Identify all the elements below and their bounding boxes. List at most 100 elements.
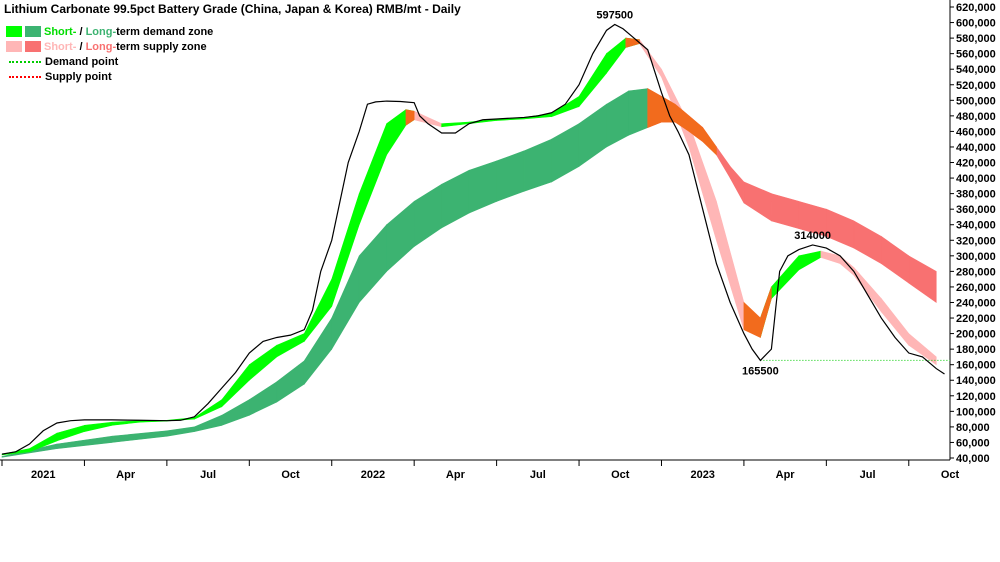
price-annotation: 165500 <box>742 365 779 377</box>
supply-point-line-swatch <box>9 75 41 78</box>
x-tick-label: Jul <box>200 469 216 481</box>
y-tick-label: 180,000 <box>956 344 996 356</box>
y-tick-label: 500,000 <box>956 95 996 107</box>
y-tick-label: 460,000 <box>956 126 996 138</box>
y-tick-label: 320,000 <box>956 235 996 247</box>
y-tick-label: 60,000 <box>956 437 990 449</box>
legend-demand-zone: Short- / Long-term demand zone <box>6 24 213 39</box>
long-term-zone-segment <box>908 255 937 304</box>
y-tick-label: 220,000 <box>956 313 996 325</box>
short-term-zone-segment <box>111 420 140 426</box>
short-term-zone-segment <box>820 250 841 265</box>
legend-rest-label: term supply zone <box>116 40 207 53</box>
short-term-zone-segment <box>551 95 580 118</box>
short-supply-swatch <box>6 41 22 52</box>
legend-sep: / <box>76 25 86 38</box>
legend-supply-point-label: Supply point <box>45 70 112 83</box>
legend: Short- / Long-term demand zone Short- / … <box>6 24 213 84</box>
long-term-zone-segment <box>826 208 855 249</box>
y-tick-label: 520,000 <box>956 80 996 92</box>
long-term-zone-segment <box>881 235 910 284</box>
y-tick-label: 260,000 <box>956 282 996 294</box>
x-tick-label: Jul <box>530 469 546 481</box>
long-term-zone-segment <box>441 169 470 229</box>
y-tick-label: 560,000 <box>956 49 996 61</box>
long-term-zone-segment <box>276 360 305 403</box>
y-tick-label: 240,000 <box>956 297 996 309</box>
demand-point-line-swatch <box>9 60 41 63</box>
y-tick-label: 40,000 <box>956 453 990 465</box>
long-supply-swatch <box>25 41 41 52</box>
short-term-zone-segment <box>578 52 607 108</box>
long-term-zone-segment <box>578 103 607 167</box>
short-term-zone-segment <box>716 201 745 330</box>
short-term-zone-segment <box>853 266 882 313</box>
short-term-zone-segment <box>358 123 387 225</box>
x-tick-label: Oct <box>611 469 630 481</box>
x-tick-label: Apr <box>116 469 136 481</box>
long-term-zone-segment <box>468 160 497 214</box>
y-tick-label: 540,000 <box>956 64 996 76</box>
y-tick-label: 620,000 <box>956 2 996 14</box>
long-term-zone-segment <box>606 90 629 148</box>
short-term-zone-segment <box>84 421 113 432</box>
x-tick-label: Apr <box>446 469 466 481</box>
y-tick-label: 400,000 <box>956 173 996 185</box>
y-tick-label: 120,000 <box>956 391 996 403</box>
y-tick-label: 200,000 <box>956 329 996 341</box>
long-term-zone-segment <box>729 165 745 204</box>
short-demand-swatch <box>6 26 22 37</box>
y-tick-label: 100,000 <box>956 406 996 418</box>
price-annotation: 314000 <box>794 230 831 242</box>
transition-zone <box>743 286 772 338</box>
legend-short-label: Short- <box>44 40 77 53</box>
long-term-zone-segment <box>386 200 415 273</box>
short-term-zone-segment <box>221 363 250 408</box>
long-term-zone-segment <box>194 414 223 432</box>
y-tick-label: 580,000 <box>956 33 996 45</box>
long-term-zone-segment <box>551 123 580 183</box>
y-tick-label: 160,000 <box>956 360 996 372</box>
legend-demand-point: Demand point <box>6 54 213 69</box>
short-term-zone-segment <box>249 344 278 381</box>
transition-zone <box>625 37 640 48</box>
long-term-zone-segment <box>523 138 552 192</box>
long-term-zone-segment <box>413 183 442 248</box>
short-term-zone-segment <box>386 109 407 156</box>
x-tick-label: Jul <box>860 469 876 481</box>
long-term-zone-segment <box>853 220 882 265</box>
x-tick-label: Oct <box>941 469 960 481</box>
legend-short-label: Short- <box>44 25 77 38</box>
y-tick-label: 140,000 <box>956 375 996 387</box>
short-term-zone-segment <box>798 250 822 271</box>
legend-long-label: Long- <box>85 40 117 53</box>
y-tick-label: 600,000 <box>956 18 996 30</box>
long-term-zone-segment <box>249 381 278 416</box>
long-term-zone-segment <box>111 430 168 443</box>
short-term-zone-segment <box>606 37 627 74</box>
x-tick-label: 2023 <box>690 469 714 481</box>
legend-supply-zone: Short- / Long-term supply zone <box>6 39 213 54</box>
y-tick-label: 480,000 <box>956 111 996 123</box>
legend-supply-point: Supply point <box>6 69 213 84</box>
long-demand-swatch <box>25 26 41 37</box>
x-tick-label: 2022 <box>361 469 385 481</box>
long-term-zone-segment <box>628 88 649 136</box>
long-term-zone-segment <box>716 146 731 180</box>
long-term-zone-segment <box>166 426 195 437</box>
legend-sep: / <box>76 40 86 53</box>
short-term-zone-segment <box>56 424 85 442</box>
y-tick-label: 340,000 <box>956 220 996 232</box>
price-annotation: 597500 <box>596 9 633 21</box>
y-tick-label: 380,000 <box>956 189 996 201</box>
long-term-zone-segment <box>496 150 525 202</box>
long-term-zone-segment <box>358 223 387 304</box>
y-tick-label: 360,000 <box>956 204 996 216</box>
y-tick-label: 420,000 <box>956 158 996 170</box>
y-tick-label: 440,000 <box>956 142 996 154</box>
legend-rest-label: term demand zone <box>116 25 214 38</box>
long-term-zone-segment <box>743 181 772 222</box>
chart-title: Lithium Carbonate 99.5pct Battery Grade … <box>4 2 461 16</box>
y-tick-label: 300,000 <box>956 251 996 263</box>
